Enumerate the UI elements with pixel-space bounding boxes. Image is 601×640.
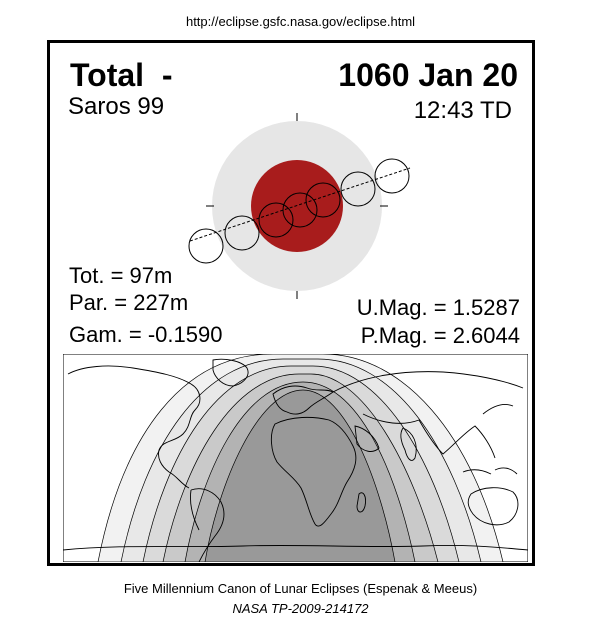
partial-duration: Par. = 227m [69, 290, 189, 315]
visibility-map [63, 354, 528, 562]
coastlines [63, 358, 528, 562]
gamma: Gam. = -0.1590 [69, 322, 223, 347]
europe-outline [272, 385, 334, 415]
umbral-magnitude: U.Mag. = 1.5287 [356, 295, 520, 320]
saros-number: Saros 99 [68, 93, 165, 120]
moon-u3 [305, 182, 341, 218]
eclipse-date: 1060 Jan 20 [338, 57, 518, 93]
arabia-outline [354, 425, 380, 452]
umbra-zone [204, 389, 396, 562]
antarctica-outline [63, 544, 528, 551]
nasa-publication: NASA TP-2009-214172 [232, 601, 369, 616]
madagascar-outline [356, 492, 366, 513]
moon-p4 [374, 158, 410, 194]
south-america-outline [190, 488, 225, 562]
moon-u1 [224, 215, 260, 251]
moon-path [189, 167, 411, 242]
total-duration: Tot. = 97m [69, 263, 173, 288]
eclipse-type: Total - [70, 57, 173, 93]
source-url: http://eclipse.gsfc.nasa.gov/eclipse.htm… [185, 14, 416, 29]
penumbral-magnitude: P.Mag. = 2.6044 [360, 323, 520, 348]
greenland-outline [212, 358, 249, 387]
moon-positions [188, 158, 410, 264]
indonesia-outline [462, 467, 518, 475]
asia-outline [332, 371, 524, 459]
north-america-outline [67, 365, 201, 489]
moon-u2 [258, 202, 294, 238]
india-outline [400, 427, 417, 461]
greatest-eclipse-time: 12:43 TD [413, 97, 512, 124]
moon-greatest [282, 192, 318, 228]
eclipse-panel: Total - 1060 Jan 20 Saros 99 12:43 TD To… [47, 40, 535, 566]
canon-reference: Five Millennium Canon of Lunar Eclipses … [123, 581, 478, 596]
australia-outline [467, 487, 519, 526]
eclipse-geometry-diagram [188, 113, 411, 299]
africa-outline [270, 416, 357, 527]
moon-u4 [340, 171, 376, 207]
moon-p1 [188, 228, 224, 264]
